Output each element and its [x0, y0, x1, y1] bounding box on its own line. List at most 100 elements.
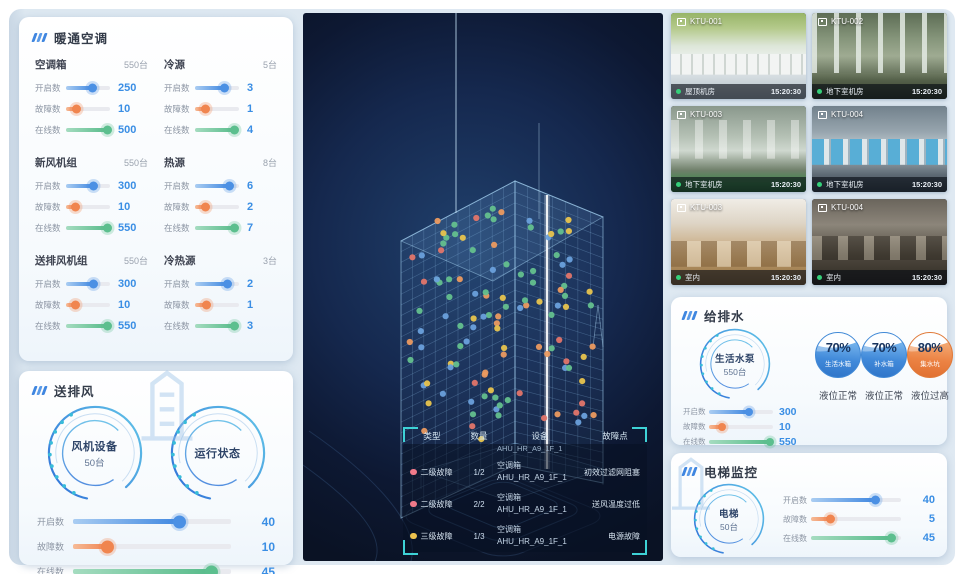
camera-tile-2[interactable]: KTU-002 地下室机房 15:20:30: [812, 13, 947, 99]
metric-label: 故障数: [683, 422, 706, 431]
metric-slider[interactable]: [195, 223, 240, 232]
metric-slider[interactable]: [195, 202, 239, 211]
alarm-row[interactable]: 二级故障 1/2 空调箱 AHU_HR_A9_1F_1 初效过滤网阻塞: [403, 456, 647, 488]
metric-slider[interactable]: [709, 407, 773, 416]
slider-knob[interactable]: [70, 202, 80, 211]
camera-tile-6[interactable]: KTU-004 室内 15:20:30: [812, 199, 947, 285]
slider-knob[interactable]: [219, 83, 229, 92]
metric-slider[interactable]: [195, 181, 239, 190]
slider-knob[interactable]: [103, 321, 113, 330]
alarm-row[interactable]: 二级故障 2/2 空调箱 AHU_HR_A9_1F_1 送风温度过低: [403, 488, 647, 520]
metric-slider[interactable]: [195, 125, 240, 134]
slider-knob[interactable]: [103, 223, 113, 232]
camera-grid: KTU-001 屋顶机房 15:20:30 KTU-002 地下室机房 15:20:…: [671, 13, 947, 285]
camera-tile-5[interactable]: KTU-003 室内 15:20:30: [671, 199, 806, 285]
metric-value: 10: [118, 200, 131, 213]
slider-knob[interactable]: [202, 300, 212, 309]
metric-value: 6: [247, 179, 254, 192]
metric-row: 开启数 300: [35, 175, 148, 196]
alarm-row[interactable]: 三级故障 1/3 空调箱 AHU_HR_A9_1F_1 电源故障: [403, 520, 647, 552]
camera-tile-4[interactable]: KTU-004 地下室机房 15:20:30: [812, 106, 947, 192]
panel-fan-header: 送排风: [31, 382, 279, 399]
slider-knob[interactable]: [717, 422, 726, 431]
camera-tile-3[interactable]: KTU-003 地下室机房 15:20:30: [671, 106, 806, 192]
metric-row: 在线数 550: [683, 434, 805, 449]
metric-slider[interactable]: [66, 202, 110, 211]
metric-slider[interactable]: [66, 181, 110, 190]
metric-value: 45: [261, 564, 275, 574]
metric-slider[interactable]: [66, 300, 110, 309]
metric-slider[interactable]: [811, 533, 901, 543]
camera-tile-1[interactable]: KTU-001 屋顶机房 15:20:30: [671, 13, 806, 99]
metric-slider[interactable]: [195, 83, 239, 92]
metric-slider[interactable]: [66, 83, 110, 92]
metric-slider[interactable]: [709, 437, 774, 446]
slider-knob[interactable]: [89, 181, 99, 190]
slider-knob[interactable]: [70, 300, 80, 309]
metric-slider[interactable]: [66, 125, 113, 134]
slider-knob[interactable]: [100, 540, 114, 553]
camera-location: 地下室机房: [685, 180, 723, 189]
slider-knob[interactable]: [225, 181, 235, 190]
metric-slider[interactable]: [73, 565, 231, 574]
tank-percent: 70%: [871, 340, 897, 355]
metric-slider[interactable]: [66, 279, 110, 288]
slider-knob[interactable]: [201, 202, 210, 211]
camera-id: KTU-004: [818, 110, 863, 119]
slider-knob[interactable]: [223, 279, 233, 288]
metric-slider[interactable]: [195, 104, 239, 113]
metric-value: 45: [922, 532, 935, 544]
camera-location: 室内: [685, 273, 700, 282]
slider-knob[interactable]: [103, 125, 113, 134]
metric-slider[interactable]: [73, 515, 231, 528]
slider-knob[interactable]: [744, 407, 753, 416]
metric-label: 开启数: [35, 82, 61, 93]
slider-knob[interactable]: [825, 514, 835, 524]
group-total: 3台: [262, 256, 277, 266]
tank-sump: 80% 集水坑 液位过高: [907, 332, 953, 449]
alarm-table-header: 类型 数量 设备 故障点: [403, 427, 647, 444]
tank-percent: 80%: [917, 340, 943, 355]
slider-knob[interactable]: [89, 279, 99, 288]
metric-slider[interactable]: [66, 104, 110, 113]
metric-row: 开启数 40: [783, 491, 935, 510]
metric-slider[interactable]: [195, 279, 239, 288]
slider-knob[interactable]: [870, 495, 880, 505]
slider-knob[interactable]: [72, 104, 81, 113]
metric-label: 在线数: [164, 320, 190, 331]
slider-knob[interactable]: [230, 321, 240, 330]
gauge-label: 风机设备: [71, 440, 118, 453]
metric-label: 开启数: [35, 180, 61, 191]
panel-hvac: 暖通空调 空调箱 550台 开启数 250 故障数 10 在线数 500 冷源 5台 开启…: [19, 17, 293, 361]
metric-slider[interactable]: [195, 300, 239, 309]
metric-value: 2: [247, 200, 254, 213]
slider-knob[interactable]: [201, 104, 210, 113]
slider-knob[interactable]: [230, 223, 240, 232]
live-dot: [817, 89, 822, 94]
metric-slider[interactable]: [66, 321, 113, 330]
live-dot: [817, 182, 822, 187]
metric-slider[interactable]: [811, 514, 901, 524]
tank-name: 生活水箱: [825, 361, 851, 368]
camera-icon: [818, 203, 827, 212]
camera-location: 室内: [826, 273, 841, 282]
slider-knob[interactable]: [205, 565, 219, 574]
metric-value: 10: [261, 539, 275, 554]
slider-knob[interactable]: [765, 437, 774, 446]
gauge-sub: 50台: [84, 457, 105, 469]
dashboard-board: 暖通空调 空调箱 550台 开启数 250 故障数 10 在线数 500 冷源 5台 开启…: [9, 9, 955, 574]
metric-slider[interactable]: [73, 540, 231, 553]
building-3d-view[interactable]: 类型 数量 设备 故障点 AHU_HR_A9_1F_1 二级故障 1/2 空调箱…: [303, 13, 663, 561]
camera-id: KTU-003: [677, 203, 722, 212]
gauge-sub: 50台: [720, 521, 738, 532]
slider-knob[interactable]: [88, 83, 98, 92]
slider-knob[interactable]: [173, 515, 187, 528]
metric-slider[interactable]: [66, 223, 113, 232]
metric-value: 550: [779, 435, 797, 448]
metric-slider[interactable]: [811, 495, 901, 505]
slider-knob[interactable]: [230, 125, 240, 134]
metric-slider[interactable]: [195, 321, 240, 330]
metric-slider[interactable]: [709, 422, 773, 431]
group-total: 550台: [123, 60, 148, 70]
slider-knob[interactable]: [887, 533, 896, 543]
